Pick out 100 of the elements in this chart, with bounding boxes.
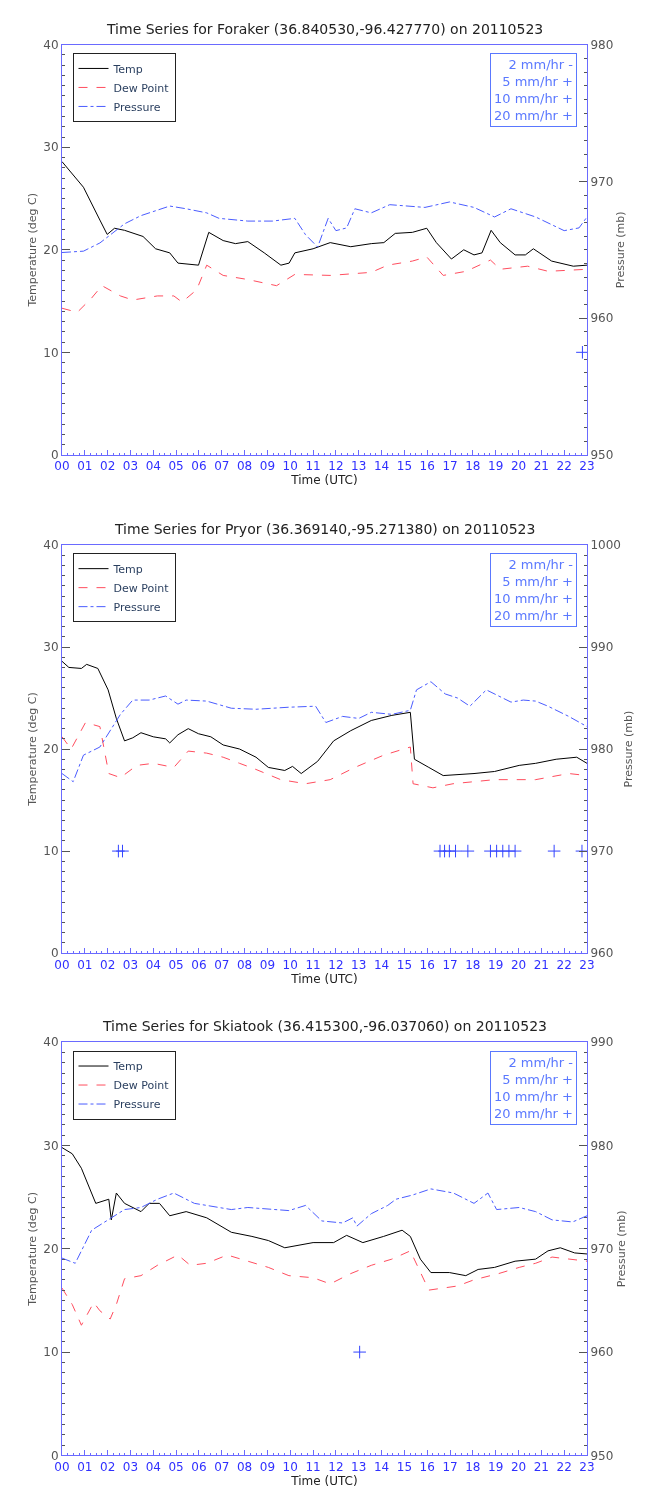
x-tick-label: 18	[465, 459, 481, 474]
y-tick-label: 10	[43, 345, 59, 360]
x-tick-label: 02	[100, 1459, 116, 1474]
y2-axis-title: Pressure (mb)	[622, 710, 636, 788]
y2-tick-label: 980	[590, 37, 614, 52]
x-tick-label: 08	[236, 957, 253, 972]
x-tick-label: 02	[100, 459, 116, 474]
line-series	[62, 201, 587, 254]
x-tick-label: 06	[191, 1459, 207, 1474]
y-axis-title: Temperature (deg C)	[25, 692, 39, 807]
x-tick-label: 04	[145, 1459, 161, 1474]
x-tick-label: 06	[191, 459, 207, 474]
y-tick-label: 30	[43, 140, 59, 155]
annotation: 2 mm/hr -	[508, 1055, 574, 1070]
y-tick-label: 20	[43, 1242, 59, 1256]
x-tick-label: 22	[556, 957, 572, 972]
line-series	[62, 660, 587, 777]
x-tick-label: 11	[305, 459, 321, 474]
x-tick-label: 00	[54, 459, 70, 474]
annotation: 20 mm/hr +	[494, 607, 573, 623]
y2-tick-label: 960	[590, 1345, 614, 1360]
y-axis-title: Temperature (deg C)	[25, 1191, 39, 1307]
y2-tick-label: 970	[590, 174, 614, 189]
x-tick-label: 06	[191, 957, 207, 972]
legend-label: Pressure	[113, 100, 161, 114]
legend-label: Dew Point	[113, 1079, 170, 1093]
annotation: 10 mm/hr +	[494, 1088, 573, 1104]
y-tick-label: 40	[43, 538, 59, 553]
y-tick-label: 40	[43, 37, 59, 52]
x-tick-label: 02	[100, 957, 116, 972]
x-tick-label: 10	[282, 1459, 298, 1474]
y2-tick-label: 1000	[590, 538, 621, 553]
x-tick-label: 03	[122, 1459, 139, 1474]
y2-tick-label: 960	[590, 311, 614, 326]
x-tick-label: 17	[442, 957, 458, 972]
x-tick-label: 07	[214, 957, 230, 972]
line-series	[62, 161, 587, 267]
annotation: 20 mm/hr +	[494, 107, 573, 123]
y-tick-label: 30	[43, 1138, 59, 1153]
y2-tick-label: 990	[590, 1035, 614, 1050]
x-tick-label: 20	[510, 459, 527, 474]
x-tick-label: 13	[351, 1459, 367, 1474]
line-series	[62, 1250, 587, 1326]
x-tick-label: 08	[236, 1459, 253, 1474]
x-tick-label: 01	[77, 957, 93, 972]
y-tick-label: 30	[43, 640, 59, 655]
x-tick-label: 05	[168, 957, 184, 972]
legend-label: Pressure	[113, 600, 161, 614]
y-axis-title: Temperature (deg C)	[25, 192, 39, 308]
x-axis-title: Time (UTC)	[290, 971, 358, 986]
x-tick-label: 19	[488, 1459, 504, 1474]
x-tick-label: 14	[373, 1459, 390, 1474]
y-tick-label: 40	[43, 1035, 59, 1050]
chart-title: Time Series for Pryor (36.369140,-95.271380) on 20110523	[114, 521, 536, 537]
x-tick-label: 22	[556, 459, 572, 474]
y-tick-label: 20	[43, 742, 59, 757]
x-tick-label: 05	[168, 459, 184, 474]
x-tick-label: 21	[533, 459, 549, 474]
x-tick-label: 16	[419, 957, 435, 972]
y-tick-label: 20	[43, 242, 59, 257]
x-tick-label: 03	[122, 957, 139, 972]
x-tick-label: 09	[259, 459, 276, 474]
x-tick-label: 04	[145, 957, 161, 972]
x-tick-label: 16	[419, 459, 435, 474]
x-tick-label: 01	[77, 459, 93, 474]
x-tick-label: 21	[533, 1459, 549, 1474]
x-tick-label: 11	[305, 957, 321, 972]
x-tick-label: 01	[77, 1459, 93, 1474]
x-tick-label: 10	[282, 957, 298, 972]
line-series	[62, 681, 587, 783]
x-tick-label: 12	[328, 459, 344, 474]
x-tick-label: 18	[465, 1459, 481, 1474]
x-tick-label: 17	[442, 1459, 458, 1474]
x-tick-label: 20	[510, 957, 527, 972]
x-tick-label: 09	[259, 1459, 276, 1474]
x-tick-label: 13	[351, 459, 367, 474]
line-series	[62, 1188, 587, 1264]
y2-tick-label: 990	[590, 640, 614, 655]
x-tick-label: 15	[396, 957, 413, 972]
x-tick-label: 19	[488, 459, 504, 474]
x-tick-label: 20	[510, 1459, 527, 1474]
x-tick-label: 12	[328, 1459, 344, 1474]
x-tick-label: 11	[305, 1459, 321, 1474]
x-tick-label: 13	[351, 957, 367, 972]
annotation: 10 mm/hr +	[494, 90, 573, 106]
annotation: 20 mm/hr +	[494, 1105, 573, 1121]
x-tick-label: 18	[465, 957, 481, 972]
x-axis-title: Time (UTC)	[290, 473, 358, 488]
x-tick-label: 05	[168, 1459, 184, 1474]
x-tick-label: 22	[556, 1459, 572, 1474]
y2-tick-label: 970	[590, 844, 614, 859]
x-tick-label: 12	[328, 957, 344, 972]
chart-title: Time Series for Skiatook (36.415300,-96.037060) on 20110523	[102, 1018, 547, 1034]
annotation: 2 mm/hr -	[508, 557, 574, 572]
annotation: 2 mm/hr -	[508, 57, 574, 72]
x-tick-label: 17	[442, 459, 458, 474]
x-tick-label: 19	[488, 957, 504, 972]
x-tick-label: 21	[533, 957, 549, 972]
x-tick-label: 08	[236, 459, 253, 474]
x-axis-title: Time (UTC)	[290, 1473, 358, 1488]
